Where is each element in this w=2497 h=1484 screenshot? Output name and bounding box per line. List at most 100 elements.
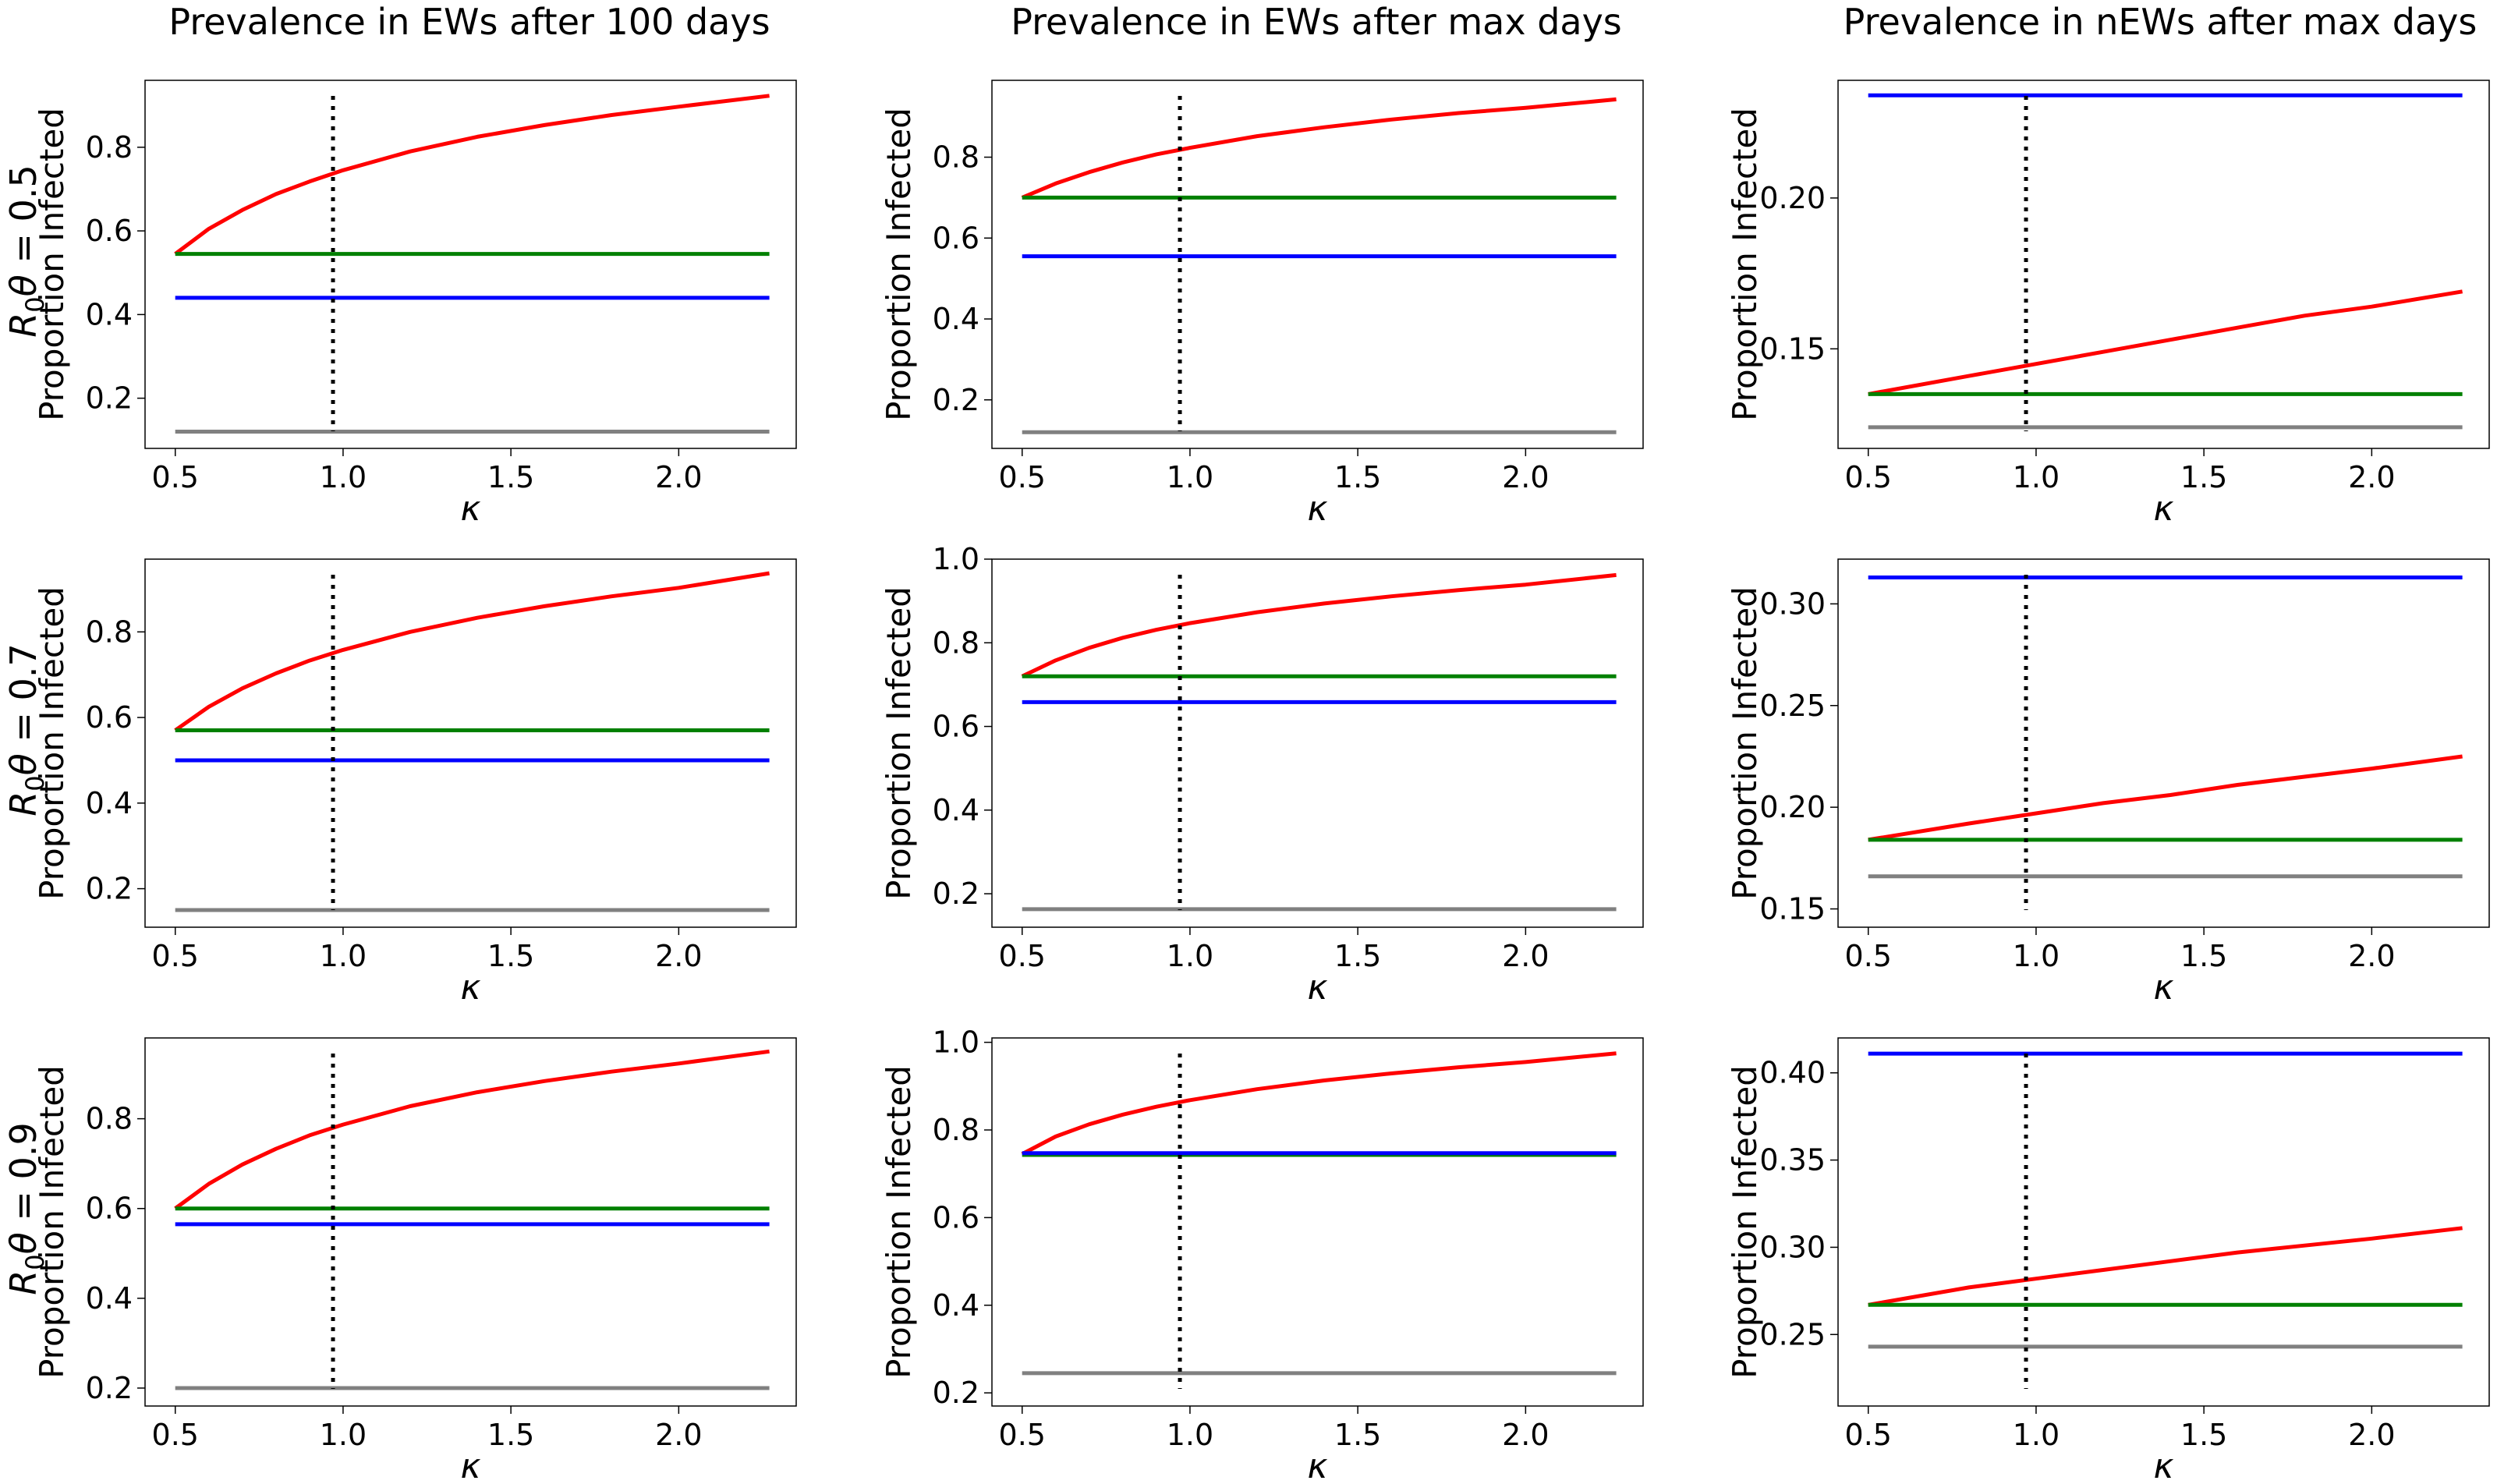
x-tick-label: 2.0: [655, 939, 702, 973]
series-line-1: [1868, 289, 2463, 396]
row-label-subscript: 0: [20, 775, 50, 791]
y-tick-label: 0.8: [86, 1102, 133, 1136]
x-tick-label: 1.0: [1167, 1418, 1213, 1452]
y-axis-label: Proportion Infected: [33, 108, 71, 421]
series-line-1: [174, 1049, 770, 1210]
plot-frame: [1837, 558, 2490, 928]
panel-r1-c2: 0.5 1.0 1.5 2.0 0.2 0.4 0.6 0.8 κ Proportion Infe…: [880, 80, 1644, 529]
x-tick-label: 1.5: [2180, 939, 2227, 973]
y-tick-label: 0.6: [86, 700, 133, 735]
y-axis-label: Proportion Infected: [1726, 1065, 1764, 1379]
row-label-3: R0θ = 0.9: [2, 1122, 50, 1295]
x-axis-label: κ: [461, 968, 481, 1008]
x-axis-label: κ: [461, 489, 481, 529]
x-tick-label: 1.5: [487, 460, 534, 494]
row-label-greek: θ: [2, 1232, 44, 1254]
x-tick-label: 1.0: [320, 939, 367, 973]
y-tick-label: 0.6: [933, 710, 979, 744]
x-axis-label: κ: [2154, 489, 2174, 529]
column-title-1: Prevalence in EWs after 100 days: [168, 1, 770, 43]
x-tick-label: 1.0: [2013, 939, 2060, 973]
x-tick-label: 1.0: [320, 460, 367, 494]
row-label-symbol: R: [2, 1270, 44, 1295]
x-tick-label: 0.5: [152, 460, 199, 494]
y-tick-label: 0.15: [1759, 331, 1826, 366]
x-tick-label: 2.0: [1502, 460, 1549, 494]
row-label-greek: θ: [2, 753, 44, 775]
x-tick-label: 0.5: [152, 1418, 199, 1452]
y-tick-label: 0.2: [933, 877, 979, 911]
x-tick-label: 2.0: [655, 1418, 702, 1452]
y-tick-label: 0.2: [86, 1371, 133, 1405]
y-tick-label: 0.2: [86, 381, 133, 416]
panel-r2-c2: 0.5 1.0 1.5 2.0 0.2 0.4 0.6 0.8 1.0 κ Proportion I…: [880, 542, 1644, 1008]
panel-r3-c2: 0.5 1.0 1.5 2.0 0.2 0.4 0.6 0.8 1.0 κ Proportion I…: [880, 1025, 1644, 1484]
panel-r3-c1: 0.5 1.0 1.5 2.0 0.2 0.4 0.6 0.8 κ Proportion Infe…: [33, 1037, 797, 1484]
y-tick-label: 0.25: [1759, 689, 1826, 723]
x-tick-label: 0.5: [1845, 460, 1892, 494]
x-tick-label: 1.0: [1167, 939, 1213, 973]
row-label-value: = 0.7: [2, 643, 44, 753]
y-tick-label: 0.4: [933, 1288, 979, 1323]
y-tick-label: 0.6: [933, 221, 979, 255]
x-tick-label: 1.0: [2013, 1418, 2060, 1452]
x-tick-label: 2.0: [2348, 1418, 2395, 1452]
x-axis-label: κ: [2154, 968, 2174, 1008]
y-axis-label: Proportion Infected: [880, 108, 918, 421]
panel-r1-c1: 0.5 1.0 1.5 2.0 0.2 0.4 0.6 0.8 κ Proportion Infe…: [33, 80, 797, 529]
plot-frame: [991, 558, 1644, 928]
x-tick-label: 2.0: [1502, 1418, 1549, 1452]
series-line-1: [1021, 1051, 1617, 1156]
x-tick-label: 0.5: [152, 939, 199, 973]
y-tick-label: 0.35: [1759, 1143, 1826, 1178]
x-tick-label: 1.5: [2180, 460, 2227, 494]
x-tick-label: 2.0: [2348, 939, 2395, 973]
row-label-2: R0θ = 0.7: [2, 643, 50, 816]
svg-text:R0θ = 0.7: R0θ = 0.7: [2, 643, 50, 816]
y-axis-label: Proportion Infected: [33, 1065, 71, 1379]
y-axis-label: Proportion Infected: [1726, 586, 1764, 900]
series-line-1: [1868, 1226, 2463, 1307]
panel-r1-c3: 0.5 1.0 1.5 2.0 0.15 0.20 κ Proportion Infected: [1726, 80, 2490, 529]
series-line-1: [1868, 754, 2463, 842]
series-line-1: [1021, 572, 1617, 678]
x-tick-label: 1.5: [1334, 460, 1381, 494]
y-tick-label: 0.2: [933, 383, 979, 417]
plot-frame: [144, 1037, 797, 1407]
y-tick-label: 0.6: [86, 1192, 133, 1226]
x-axis-label: κ: [1308, 489, 1328, 529]
row-label-subscript: 0: [20, 1254, 50, 1270]
x-tick-label: 1.0: [2013, 460, 2060, 494]
panel-r2-c3: 0.5 1.0 1.5 2.0 0.15 0.20 0.25 0.30 κ Proportion …: [1726, 558, 2490, 1008]
x-tick-label: 1.5: [487, 939, 534, 973]
x-tick-label: 0.5: [1845, 939, 1892, 973]
y-axis-label: Proportion Infected: [33, 586, 71, 900]
x-tick-label: 1.5: [1334, 939, 1381, 973]
x-tick-label: 0.5: [999, 1418, 1046, 1452]
x-tick-label: 0.5: [999, 460, 1046, 494]
y-tick-label: 0.40: [1759, 1056, 1826, 1090]
x-axis-label: κ: [1308, 1447, 1328, 1484]
y-axis-label: Proportion Infected: [1726, 108, 1764, 421]
x-axis-label: κ: [2154, 1447, 2174, 1484]
y-axis-label: Proportion Infected: [880, 1065, 918, 1379]
row-label-greek: θ: [2, 274, 44, 296]
x-tick-label: 1.0: [320, 1418, 367, 1452]
series-line-1: [174, 94, 770, 256]
row-label-subscript: 0: [20, 296, 50, 312]
y-tick-label: 0.15: [1759, 892, 1826, 926]
y-tick-label: 0.25: [1759, 1317, 1826, 1351]
row-label-value: = 0.5: [2, 165, 44, 274]
plot-frame: [991, 80, 1644, 449]
x-tick-label: 1.5: [2180, 1418, 2227, 1452]
row-label-symbol: R: [2, 313, 44, 338]
y-tick-label: 0.8: [933, 625, 979, 660]
y-tick-label: 1.0: [933, 542, 979, 576]
x-tick-label: 1.0: [1167, 460, 1213, 494]
y-tick-label: 0.4: [933, 302, 979, 336]
x-tick-label: 1.5: [1334, 1418, 1381, 1452]
x-tick-label: 2.0: [655, 460, 702, 494]
x-tick-label: 2.0: [1502, 939, 1549, 973]
x-tick-label: 0.5: [999, 939, 1046, 973]
